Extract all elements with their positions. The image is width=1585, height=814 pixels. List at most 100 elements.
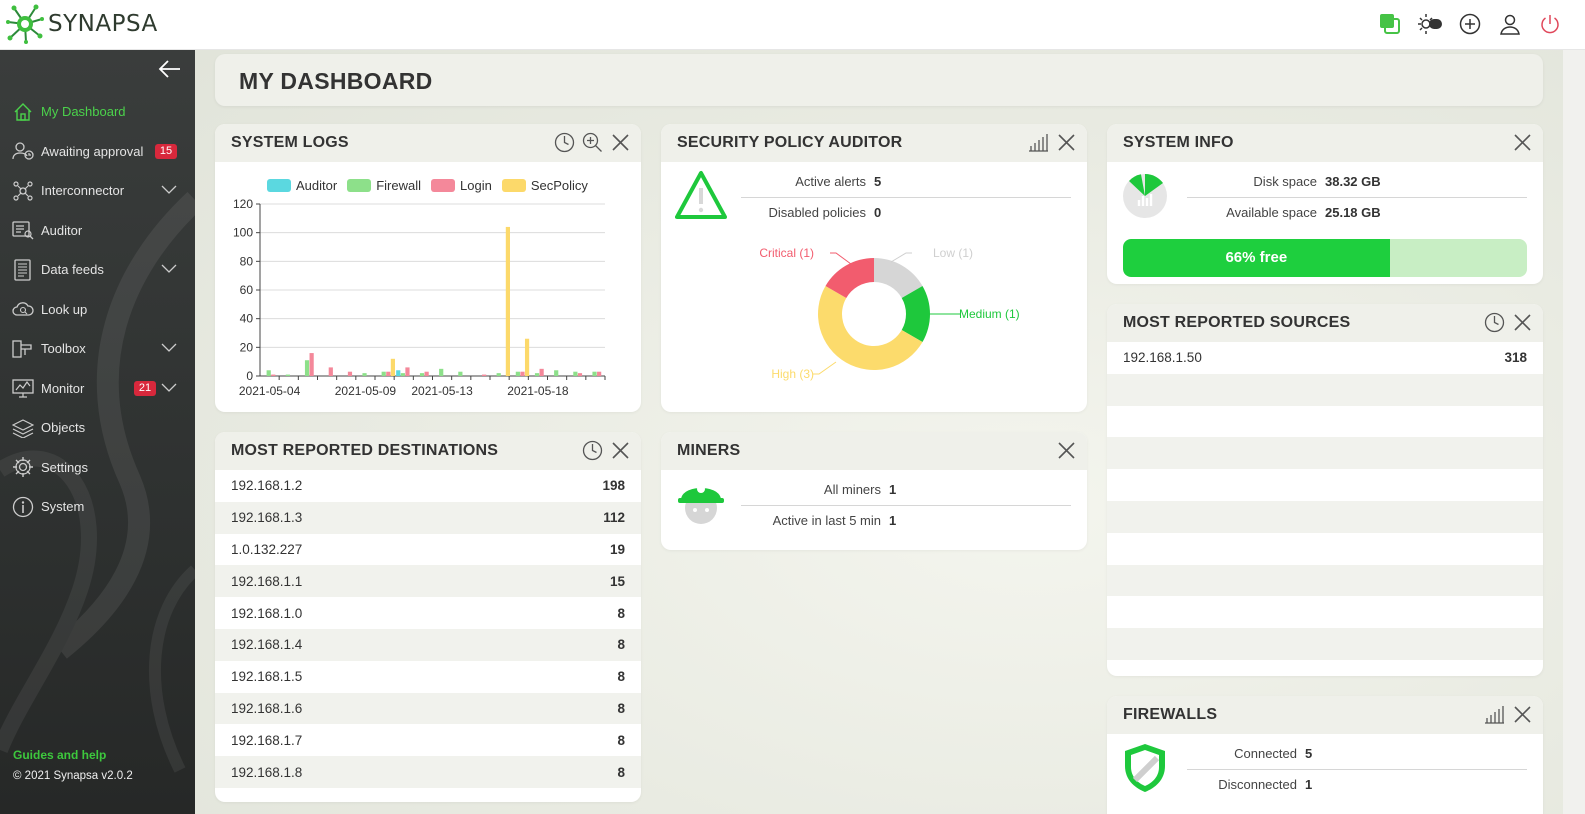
close-icon[interactable] xyxy=(609,131,631,153)
bar-login[interactable] xyxy=(520,371,525,376)
legend-item-auditor[interactable]: Auditor xyxy=(267,178,337,193)
sidebar-item-monitor[interactable]: Monitor 21 xyxy=(0,369,195,409)
sidebar-item-system[interactable]: System xyxy=(0,487,195,527)
table-row[interactable]: 192.168.1.6 8 xyxy=(215,692,641,725)
bar-firewall[interactable] xyxy=(266,370,271,376)
card-header: SECURITY POLICY AUDITOR xyxy=(661,124,1087,162)
bar-firewall[interactable] xyxy=(362,373,367,376)
app-logo[interactable]: SYNAPSA xyxy=(6,4,158,44)
close-icon[interactable] xyxy=(1055,439,1077,461)
table-row xyxy=(1107,533,1543,565)
bar-firewall[interactable] xyxy=(496,373,501,376)
legend-item-secpolicy[interactable]: SecPolicy xyxy=(501,178,588,193)
bar-firewall[interactable] xyxy=(573,371,578,376)
user-icon[interactable] xyxy=(1497,11,1523,37)
chevron-down-icon[interactable] xyxy=(161,185,177,195)
sidebar-item-auditor[interactable]: Auditor xyxy=(0,211,195,251)
scrollbar[interactable] xyxy=(1563,50,1585,814)
donut-slice-critical[interactable] xyxy=(825,258,874,298)
close-icon[interactable] xyxy=(1055,131,1077,153)
collapse-sidebar-icon[interactable] xyxy=(158,58,182,80)
bar-login[interactable] xyxy=(424,371,429,376)
x-tick-label: 2021-05-09 xyxy=(335,384,397,398)
divider xyxy=(1187,197,1527,198)
clock-icon[interactable] xyxy=(1483,311,1505,333)
close-icon[interactable] xyxy=(1511,703,1533,725)
guides-and-help-link[interactable]: Guides and help xyxy=(13,748,107,762)
clock-icon[interactable] xyxy=(581,439,603,461)
bar-firewall[interactable] xyxy=(534,373,540,376)
bar-secpolicy[interactable] xyxy=(390,358,395,376)
donut-slice-low[interactable] xyxy=(874,258,923,298)
close-icon[interactable] xyxy=(609,439,631,461)
bar-firewall[interactable] xyxy=(458,371,463,376)
bar-login[interactable] xyxy=(482,374,487,376)
sidebar-item-interconnector[interactable]: Interconnector xyxy=(0,171,195,211)
card-tools xyxy=(1483,703,1533,725)
table-row[interactable]: 1.0.132.227 19 xyxy=(215,534,641,566)
table-row[interactable]: 192.168.1.5 8 xyxy=(215,661,641,693)
gear-icon xyxy=(12,456,34,478)
layers-icon xyxy=(12,417,34,439)
legend-item-login[interactable]: Login xyxy=(431,178,492,193)
table-row[interactable]: 192.168.1.3 112 xyxy=(215,501,641,534)
sidebar-item-settings[interactable]: Settings xyxy=(0,448,195,488)
bar-login[interactable] xyxy=(386,371,391,376)
bar-firewall[interactable] xyxy=(400,373,405,376)
bar-login[interactable] xyxy=(405,367,410,376)
close-icon[interactable] xyxy=(1511,311,1533,333)
active-alerts-value: 5 xyxy=(874,174,882,189)
chevron-down-icon[interactable] xyxy=(161,264,177,274)
bar-chart-icon[interactable] xyxy=(1027,131,1049,153)
sidebar-item-look-up[interactable]: Look up xyxy=(0,290,195,330)
bar-firewall[interactable] xyxy=(285,374,290,376)
bar-secpolicy[interactable] xyxy=(524,338,530,376)
sidebar-item-awaiting-approval[interactable]: Awaiting approval 15 xyxy=(0,132,195,172)
bar-firewall[interactable] xyxy=(554,370,559,376)
chevron-down-icon[interactable] xyxy=(161,343,177,353)
bar-secpolicy[interactable] xyxy=(505,226,510,376)
home-icon xyxy=(12,101,34,123)
table-row[interactable]: 192.168.1.0 8 xyxy=(215,597,641,629)
bar-login[interactable] xyxy=(347,371,353,376)
source-ip xyxy=(1107,469,1399,501)
bar-login[interactable] xyxy=(271,374,276,376)
close-icon[interactable] xyxy=(1511,131,1533,153)
source-count xyxy=(1399,533,1543,565)
clock-icon[interactable] xyxy=(553,131,575,153)
bar-firewall[interactable] xyxy=(515,371,520,376)
zoom-in-icon[interactable] xyxy=(581,131,603,153)
theme-toggle-icon[interactable] xyxy=(1417,11,1443,37)
bar-firewall[interactable] xyxy=(381,371,386,376)
table-row[interactable]: 192.168.1.7 8 xyxy=(215,724,641,756)
sidebar-item-objects[interactable]: Objects xyxy=(0,408,195,448)
slice-label: High (3) xyxy=(771,367,814,381)
donut-slice-high[interactable] xyxy=(818,286,923,370)
bar-firewall[interactable] xyxy=(304,360,310,376)
bar-login[interactable] xyxy=(328,367,333,376)
table-row[interactable]: 192.168.1.50 318 xyxy=(1107,342,1543,374)
bar-login[interactable] xyxy=(597,371,602,376)
table-row[interactable]: 192.168.1.1 15 xyxy=(215,565,641,598)
table-row[interactable]: 192.168.1.4 8 xyxy=(215,628,641,661)
sidebar-item-my-dashboard[interactable]: My Dashboard xyxy=(0,92,195,132)
bar-login[interactable] xyxy=(309,353,314,376)
windows-icon[interactable] xyxy=(1377,11,1403,37)
slice-leader-line xyxy=(813,361,837,375)
sidebar-item-data-feeds[interactable]: Data feeds xyxy=(0,250,195,290)
table-row[interactable]: 192.168.1.2 198 xyxy=(215,470,641,502)
add-icon[interactable] xyxy=(1457,11,1483,37)
table-row[interactable]: 192.168.1.8 8 xyxy=(215,756,641,788)
legend-item-firewall[interactable]: Firewall xyxy=(347,178,421,193)
bar-firewall[interactable] xyxy=(439,368,444,376)
bar-firewall[interactable] xyxy=(419,373,425,376)
bar-login[interactable] xyxy=(539,368,544,376)
bar-login[interactable] xyxy=(577,373,583,376)
bar-auditor[interactable] xyxy=(396,370,401,376)
power-icon[interactable] xyxy=(1537,11,1563,37)
chevron-down-icon[interactable] xyxy=(161,383,177,393)
bar-firewall[interactable] xyxy=(592,371,597,376)
bar-chart-icon[interactable] xyxy=(1483,703,1505,725)
donut-slice-medium[interactable] xyxy=(901,286,930,342)
sidebar-item-toolbox[interactable]: Toolbox xyxy=(0,329,195,369)
